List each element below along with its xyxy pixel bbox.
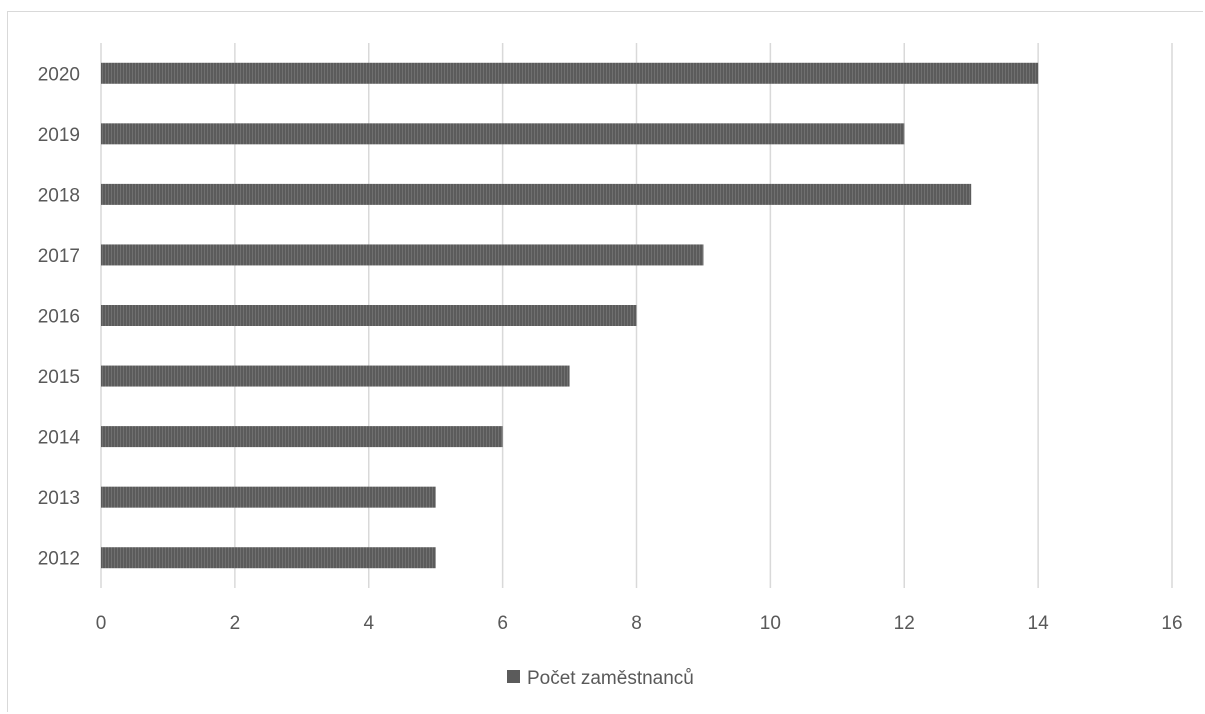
bar xyxy=(101,547,436,569)
x-axis-labels: 0 2 4 6 8 10 12 14 16 xyxy=(96,613,1183,634)
x-tick-label: 6 xyxy=(497,613,508,634)
y-tick-label: 2020 xyxy=(38,64,80,85)
y-tick-label: 2015 xyxy=(38,367,80,388)
x-tick-label: 10 xyxy=(760,613,781,634)
legend-swatch xyxy=(507,670,520,683)
y-tick-label: 2014 xyxy=(38,428,81,449)
x-tick-label: 0 xyxy=(96,613,107,634)
bars xyxy=(101,62,1039,569)
y-tick-label: 2017 xyxy=(38,246,80,267)
x-tick-label: 12 xyxy=(894,613,915,634)
y-tick-label: 2018 xyxy=(38,185,80,206)
bar xyxy=(101,365,570,387)
bar xyxy=(101,244,704,266)
x-tick-label: 8 xyxy=(631,613,642,634)
x-tick-label: 4 xyxy=(363,613,374,634)
bar xyxy=(101,62,1039,84)
y-tick-label: 2019 xyxy=(38,125,80,146)
bar xyxy=(101,123,905,145)
bar xyxy=(101,486,436,508)
x-tick-label: 14 xyxy=(1028,613,1050,634)
legend-label: Počet zaměstnanců xyxy=(527,668,694,689)
y-tick-label: 2013 xyxy=(38,488,80,509)
chart-frame xyxy=(7,11,1203,712)
y-tick-label: 2012 xyxy=(38,549,80,570)
bar xyxy=(101,305,637,326)
x-tick-label: 16 xyxy=(1161,613,1182,634)
y-tick-label: 2016 xyxy=(38,307,80,328)
x-tick-label: 2 xyxy=(230,613,241,634)
legend: Počet zaměstnanců xyxy=(507,668,694,689)
bar xyxy=(101,183,972,205)
bar xyxy=(101,426,503,448)
y-axis-labels: 2012 2013 2014 2015 2016 2017 2018 2019 2020 xyxy=(38,64,81,569)
